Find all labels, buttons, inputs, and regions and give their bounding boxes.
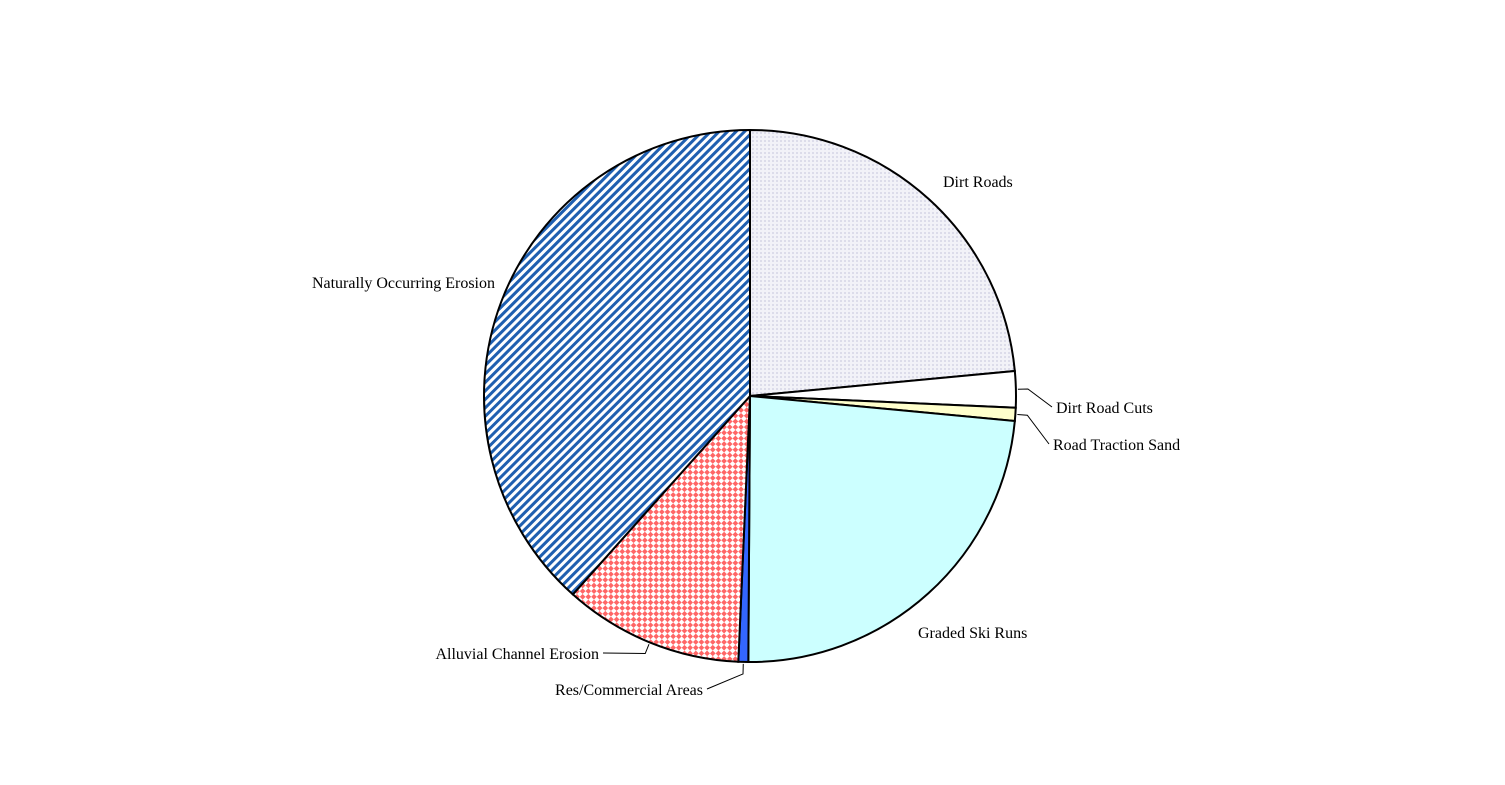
slices-layer xyxy=(483,128,1017,664)
leader-line-2 xyxy=(1017,414,1050,445)
slice-label-graded-ski-runs: Graded Ski Runs xyxy=(918,625,1027,642)
labels-layer: Dirt Roads Dirt Road Cuts Road Traction Sa… xyxy=(312,174,1180,699)
slice-label-road-traction-sand: Road Traction Sand xyxy=(1053,437,1180,454)
slice-label-res-commercial-areas: Res/Commercial Areas xyxy=(555,682,703,699)
slice-label-alluvial-channel-erosion: Alluvial Channel Erosion xyxy=(435,646,599,663)
slice-label-dirt-road-cuts: Dirt Road Cuts xyxy=(1056,400,1153,417)
pie-slice-naturally-occurring-erosion xyxy=(483,128,751,596)
slice-label-naturally-occurring-erosion: Naturally Occurring Erosion xyxy=(312,275,495,292)
leaders-layer xyxy=(602,388,1053,690)
pie-slice-dirt-roads xyxy=(749,128,1016,398)
slice-label-dirt-roads: Dirt Roads xyxy=(943,174,1013,191)
leader-line-4 xyxy=(706,663,744,690)
leader-line-1 xyxy=(1017,388,1053,408)
pie-slice-graded-ski-runs xyxy=(747,394,1016,663)
pie-slice-alluvial-channel-erosion xyxy=(571,393,752,663)
leader-line-5 xyxy=(602,644,650,655)
